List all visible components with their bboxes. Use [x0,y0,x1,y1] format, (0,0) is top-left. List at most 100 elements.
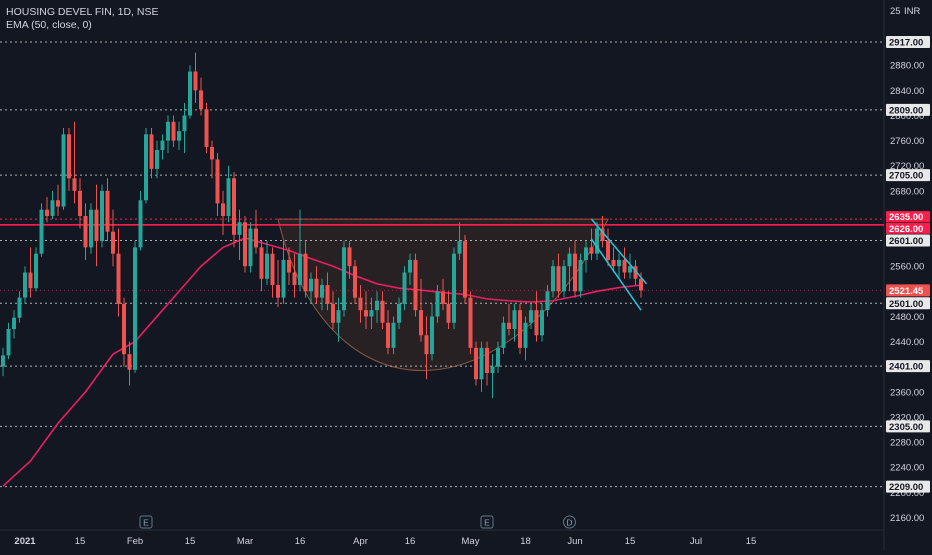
candle-body [435,291,440,317]
candle [419,278,423,342]
candle-body [160,140,165,151]
candles [1,52,643,399]
candle-body [540,310,544,336]
candle-body [474,347,478,380]
candle [177,121,181,151]
candle-body [83,215,88,248]
candle [325,272,330,311]
candle [386,310,390,355]
price-tick-label: 2240.00 [890,463,924,474]
candle [270,247,275,298]
event-marker-label: E [143,518,149,528]
candle-body [347,247,352,267]
price-tick-label: 2440.00 [890,337,924,348]
candle-body [358,297,363,311]
time-tick-label: May [462,536,480,547]
candle-body [606,241,610,260]
resistance-price-label-box [886,222,930,234]
candle [309,272,313,304]
candle [56,184,60,216]
candle [188,65,192,119]
candle-body [210,146,214,160]
level-price-label-box [886,169,930,182]
chart-legend: HOUSING DEVEL FIN, 1D, NSE EMA (50, clos… [6,6,158,32]
candle-body [303,253,308,292]
candle-body [237,222,242,235]
candle [507,303,511,336]
candle [353,259,357,304]
time-tick-label: Mar [237,536,253,547]
candle [39,203,44,257]
price-tick-label: 2160.00 [890,513,924,524]
candle-body [166,121,170,141]
time-tick-label: 15 [75,536,86,547]
price-tick-label: 2800.00 [890,111,924,122]
candle [562,259,566,298]
event-marker: E [139,515,153,529]
candle-body [199,90,203,110]
candle [375,291,379,323]
event-marker-label: D [566,518,572,528]
candle [606,228,610,267]
candle-body [287,259,291,273]
candle-body [457,241,462,254]
candle [221,190,225,235]
price-tick-label: 2280.00 [890,438,924,449]
candle-body [556,266,561,292]
candle [474,341,478,386]
candle [182,102,187,154]
candle [204,102,209,154]
candle-body [259,247,264,279]
candle-body [562,266,566,292]
candle-body [276,285,280,298]
candle-body [243,222,247,267]
candle [463,234,467,304]
candle [435,285,440,323]
price-tick-label: 2560.00 [890,262,924,273]
level-price-label-box [886,234,930,247]
candle [248,222,253,273]
candle [6,322,11,360]
level-price-label: 2209.00 [889,482,923,493]
candle [28,247,33,298]
candle-body [567,253,572,267]
candle-body [496,347,500,367]
candle-body [28,272,33,289]
candle-body [529,310,533,323]
candle-body [94,209,99,242]
candle [254,209,258,254]
last-price-label: 2521.45 [889,286,924,297]
candle [259,241,264,292]
candle [397,297,401,330]
price-tick-label: 2720.00 [890,161,924,172]
candle-body [446,303,451,323]
level-price-label-box [886,420,930,433]
price-tick-label: 2680.00 [890,186,924,197]
candle-body [518,310,522,348]
candle [89,203,93,254]
candle-body [380,300,385,323]
candle [45,197,49,223]
candle [116,228,121,317]
event-marker-shape [563,515,576,529]
ema-50-line [2,237,642,487]
event-marker-shape [139,515,153,529]
time-tick-label: Jun [567,536,582,547]
channel-upper-line [590,218,648,285]
candle [556,253,561,298]
candle [83,203,88,260]
level-price-label: 2401.00 [889,362,923,373]
candle [303,241,308,298]
candle-body [188,71,192,116]
candle-body [551,266,555,292]
candle [485,341,489,386]
candle-body [611,259,616,267]
level-price-label-box [886,297,930,310]
candle [342,241,346,317]
candle-body [490,366,495,373]
candle-body [397,303,401,323]
candle-body [138,200,143,248]
level-price-label-box [886,103,930,116]
